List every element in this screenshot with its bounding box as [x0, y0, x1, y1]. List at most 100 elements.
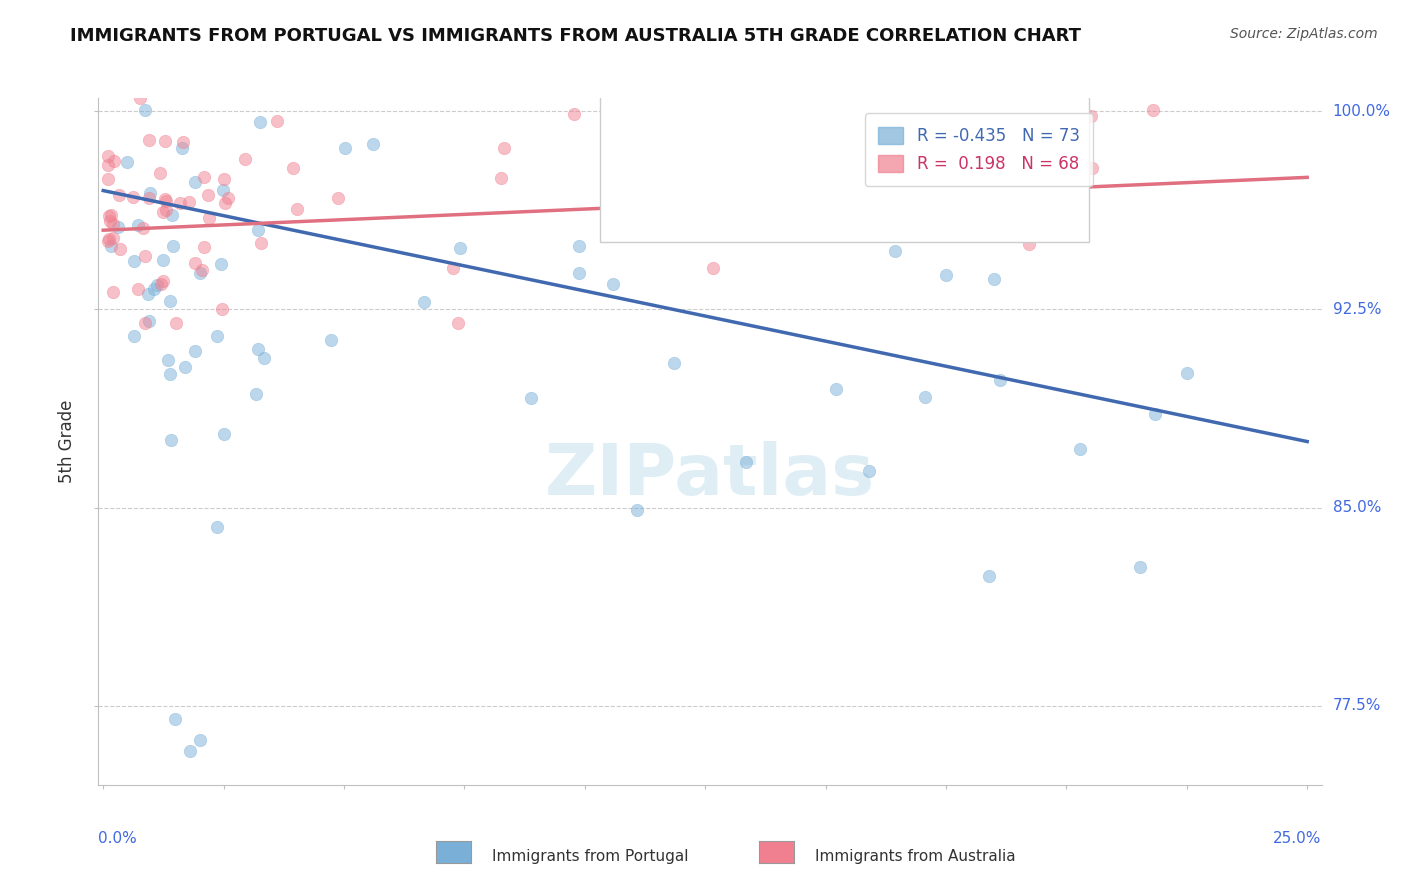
Point: [1144, 408, 1167, 422]
Point: [188, 733, 211, 747]
Point: [101, 231, 124, 245]
Point: [129, 91, 152, 105]
Point: [647, 160, 669, 174]
Point: [1080, 109, 1102, 123]
Point: [489, 171, 512, 186]
Point: [281, 161, 304, 175]
Point: [285, 202, 308, 216]
Point: [98, 232, 121, 246]
Point: [153, 78, 176, 92]
Point: [98, 214, 121, 228]
Point: [441, 260, 464, 275]
Point: [183, 175, 205, 189]
Point: [138, 191, 160, 205]
Point: [253, 351, 276, 365]
Point: [249, 115, 271, 129]
Point: [211, 301, 233, 316]
Point: [266, 114, 288, 128]
Point: [174, 360, 197, 375]
Point: [108, 187, 131, 202]
Point: [935, 268, 957, 283]
Point: [626, 502, 648, 516]
Point: [103, 153, 125, 168]
Point: [134, 103, 156, 117]
Point: [159, 294, 181, 309]
Text: 100.0%: 100.0%: [1333, 103, 1391, 119]
Text: Immigrants from Portugal: Immigrants from Portugal: [492, 849, 689, 863]
Point: [108, 242, 131, 256]
Point: [198, 211, 221, 225]
Point: [321, 333, 343, 347]
Text: 0.0%: 0.0%: [98, 831, 138, 846]
Point: [231, 78, 253, 92]
Point: [152, 204, 174, 219]
Point: [824, 382, 846, 396]
Point: [122, 254, 145, 268]
Point: [172, 78, 194, 92]
Point: [328, 191, 350, 205]
Point: [152, 252, 174, 267]
Point: [858, 464, 880, 478]
Text: 77.5%: 77.5%: [1333, 698, 1381, 714]
Point: [654, 91, 676, 105]
Point: [205, 519, 228, 533]
Point: [149, 166, 172, 180]
Point: [132, 221, 155, 235]
Point: [165, 712, 187, 726]
Point: [214, 196, 236, 211]
Point: [117, 155, 139, 169]
Point: [702, 260, 724, 275]
Point: [169, 195, 191, 210]
Point: [160, 208, 183, 222]
Point: [139, 186, 162, 201]
Point: [983, 272, 1005, 286]
Point: [134, 249, 156, 263]
Point: [439, 78, 461, 92]
Point: [97, 172, 120, 186]
Point: [180, 78, 202, 92]
Point: [98, 209, 121, 223]
Point: [492, 141, 515, 155]
Point: [247, 223, 270, 237]
Point: [160, 433, 183, 447]
FancyBboxPatch shape: [600, 91, 1090, 243]
Point: [977, 569, 1000, 583]
Y-axis label: 5th Grade: 5th Grade: [58, 400, 76, 483]
Point: [104, 78, 127, 92]
Point: [97, 149, 120, 163]
Point: [100, 208, 122, 222]
Point: [179, 743, 201, 757]
Point: [734, 108, 756, 122]
Point: [172, 141, 194, 155]
Point: [124, 328, 146, 343]
Point: [179, 194, 201, 209]
Point: [191, 263, 214, 277]
Point: [142, 282, 165, 296]
Point: [734, 454, 756, 468]
Text: 92.5%: 92.5%: [1333, 302, 1381, 317]
Point: [568, 238, 591, 252]
Point: [193, 240, 215, 254]
Point: [335, 141, 357, 155]
Point: [884, 244, 907, 258]
Point: [250, 235, 273, 250]
Point: [209, 257, 232, 271]
Point: [152, 274, 174, 288]
Point: [1129, 560, 1152, 574]
Point: [1081, 161, 1104, 175]
Point: [165, 316, 187, 330]
Point: [146, 278, 169, 293]
Point: [197, 187, 219, 202]
Text: 85.0%: 85.0%: [1333, 500, 1381, 515]
Point: [568, 266, 591, 280]
Point: [183, 344, 205, 359]
Text: Source: ZipAtlas.com: Source: ZipAtlas.com: [1230, 27, 1378, 41]
Point: [1142, 103, 1164, 117]
Point: [150, 277, 173, 291]
Point: [520, 392, 543, 406]
Point: [972, 176, 994, 190]
Point: [136, 286, 159, 301]
Point: [127, 218, 149, 232]
Point: [153, 192, 176, 206]
Point: [115, 78, 138, 92]
